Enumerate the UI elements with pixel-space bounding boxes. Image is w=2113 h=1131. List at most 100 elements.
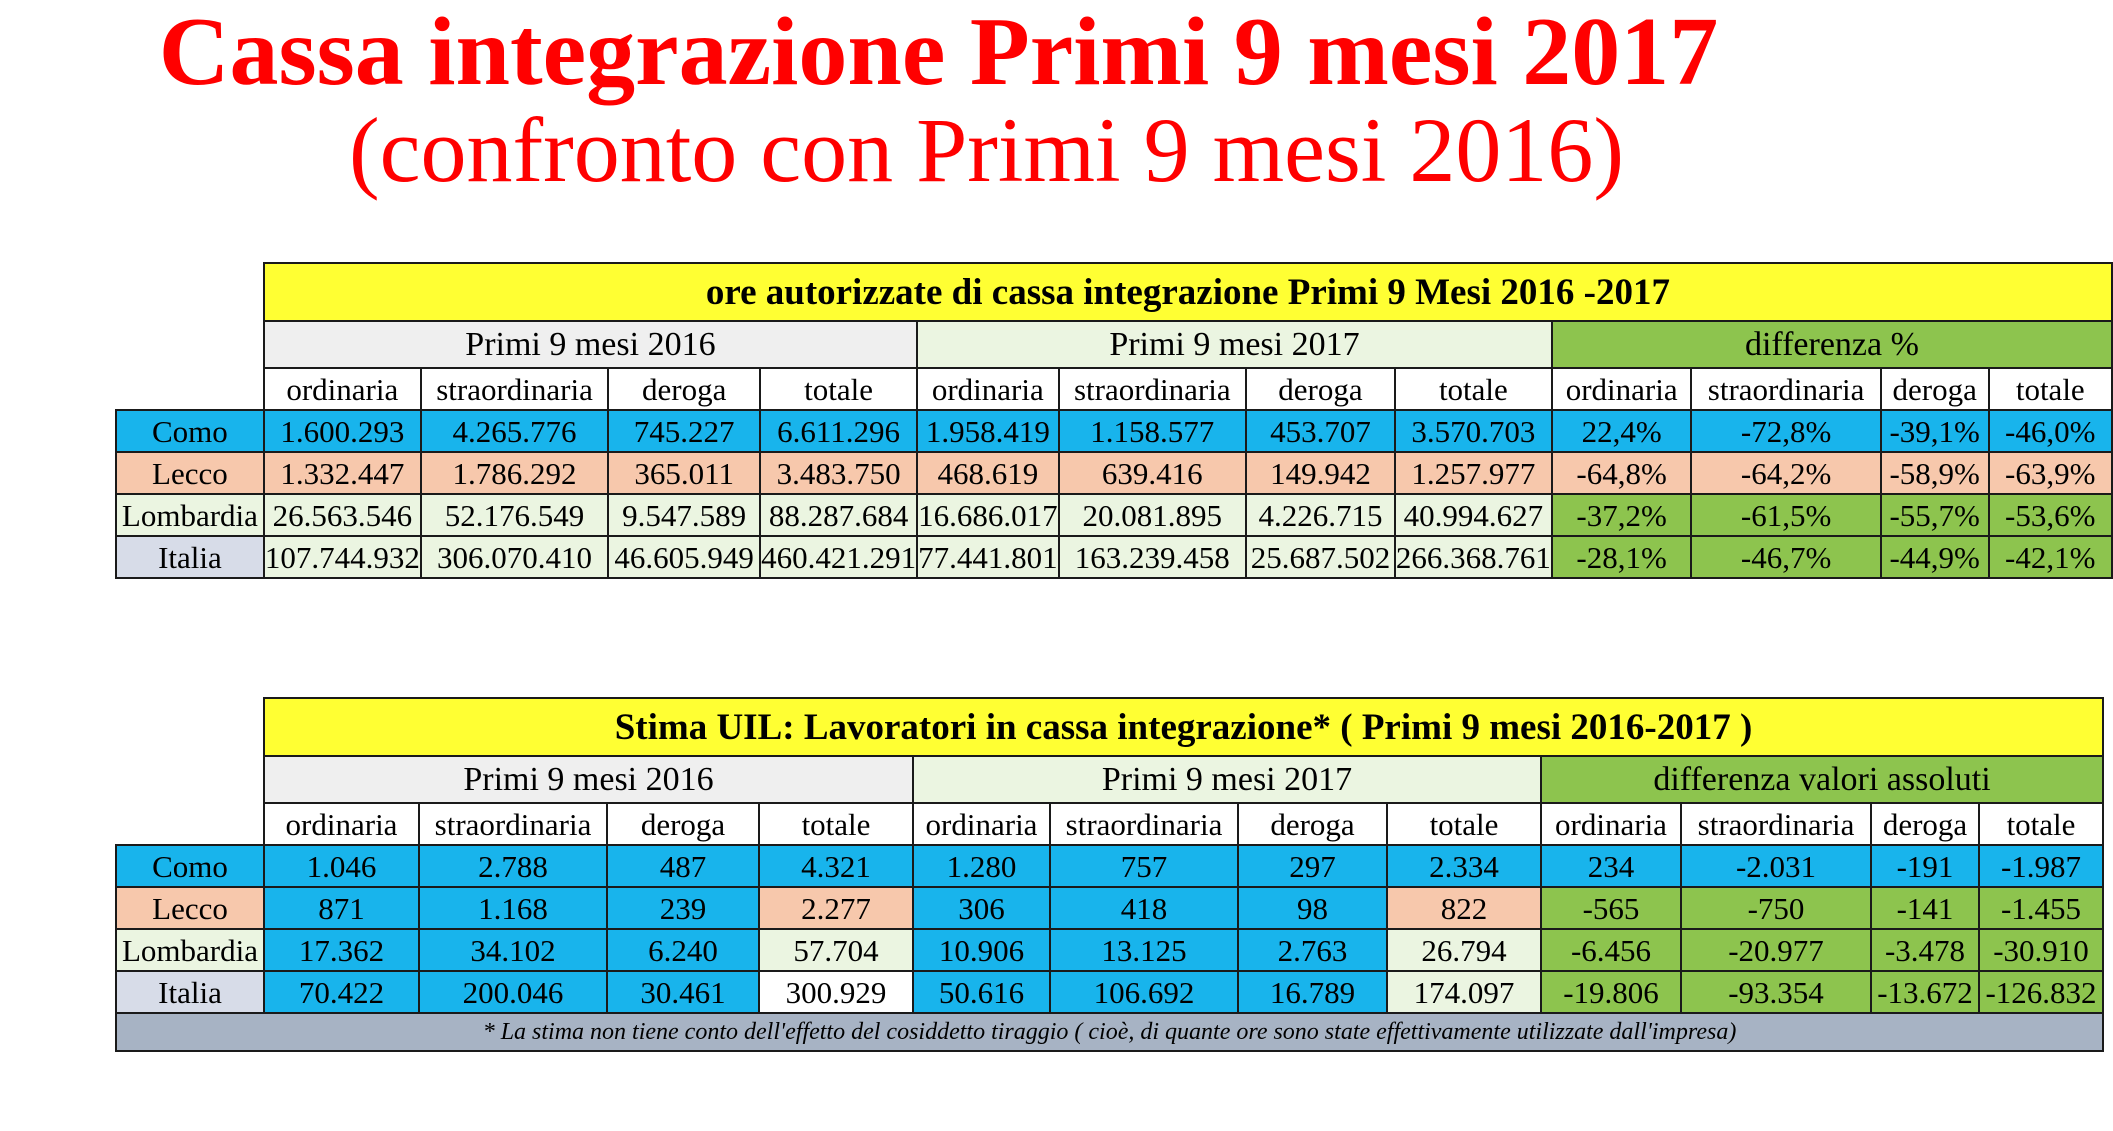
column-header: deroga xyxy=(607,367,762,411)
footnote: * La stima non tiene conto dell'effetto … xyxy=(115,1012,2104,1052)
column-header: deroga xyxy=(1870,802,1980,846)
group-header-diff: differenza valori assoluti xyxy=(1540,755,2104,804)
table-cell: -20.977 xyxy=(1680,928,1872,972)
table-cell: -39,1% xyxy=(1879,409,1990,453)
page-subtitle: (confronto con Primi 9 mesi 2016) xyxy=(348,99,1625,201)
table-cell: 300.929 xyxy=(758,970,914,1014)
table-title: Stima UIL: Lavoratori in cassa integrazi… xyxy=(263,697,2104,757)
table-cell: 3.570.703 xyxy=(1393,409,1553,453)
table-cell: 1.958.419 xyxy=(916,409,1060,453)
column-header: totale xyxy=(1987,367,2113,411)
table-cell: 2.334 xyxy=(1386,844,1542,888)
table-cell: 16.789 xyxy=(1237,970,1388,1014)
row-label: Italia xyxy=(115,970,265,1014)
column-header: totale xyxy=(759,367,919,411)
table-row: Lombardia 17.362 34.102 6.240 57.704 10.… xyxy=(115,928,2104,972)
table-cell: 57.704 xyxy=(758,928,914,972)
table-cell: 16.686.017 xyxy=(916,493,1060,537)
table-row: Lombardia 26.563.546 52.176.549 9.547.58… xyxy=(115,493,2113,537)
table-cell: 234 xyxy=(1540,844,1682,888)
table-cell: 418 xyxy=(1049,886,1239,930)
table-cell: 3.483.750 xyxy=(759,451,919,495)
table-cell: 1.786.292 xyxy=(419,451,610,495)
table-cell: -28,1% xyxy=(1550,535,1693,579)
table-cell: -2.031 xyxy=(1680,844,1872,888)
table-cell: 1.332.447 xyxy=(262,451,422,495)
corner-blank xyxy=(116,263,264,321)
column-header: totale xyxy=(758,802,914,846)
table-title: ore autorizzate di cassa integrazione Pr… xyxy=(262,262,2113,322)
table-cell: 1.158.577 xyxy=(1057,409,1248,453)
table-cell: 6.611.296 xyxy=(759,409,919,453)
table-cell: 26.794 xyxy=(1386,928,1542,972)
table-cell: -93.354 xyxy=(1680,970,1872,1014)
table-cell: 34.102 xyxy=(418,928,608,972)
table-cell: -1.987 xyxy=(1978,844,2104,888)
row-label: Lecco xyxy=(115,886,265,930)
table-cell: 757 xyxy=(1049,844,1239,888)
table-cell: 365.011 xyxy=(607,451,762,495)
column-header: totale xyxy=(1386,802,1542,846)
table-cell: -58,9% xyxy=(1879,451,1990,495)
row-label: Lecco xyxy=(115,451,265,495)
table-cell: -63,9% xyxy=(1987,451,2113,495)
table-cell: -13.672 xyxy=(1870,970,1980,1014)
table-cell: 70.422 xyxy=(263,970,420,1014)
table-cell: 2.763 xyxy=(1237,928,1388,972)
table-cell: 174.097 xyxy=(1386,970,1542,1014)
table-cell: -72,8% xyxy=(1690,409,1882,453)
table-row: Italia 70.422 200.046 30.461 300.929 50.… xyxy=(115,970,2104,1014)
row-label: Como xyxy=(115,409,265,453)
table-cell: 297 xyxy=(1237,844,1388,888)
column-header: straordinaria xyxy=(1690,367,1882,411)
table-cell: -6.456 xyxy=(1540,928,1682,972)
table-cell: 453.707 xyxy=(1245,409,1396,453)
table-row: Lecco 1.332.447 1.786.292 365.011 3.483.… xyxy=(115,451,2113,495)
column-header: straordinaria xyxy=(1049,802,1239,846)
table-cell: 745.227 xyxy=(607,409,762,453)
table-cell: 88.287.684 xyxy=(759,493,919,537)
table-cell: 639.416 xyxy=(1057,451,1248,495)
table-cell: 239 xyxy=(606,886,760,930)
table-cell: -126.832 xyxy=(1978,970,2104,1014)
column-header: totale xyxy=(1978,802,2104,846)
table-cell: -3.478 xyxy=(1870,928,1980,972)
table-cell: 2.277 xyxy=(758,886,914,930)
table-cell: -750 xyxy=(1680,886,1872,930)
table-row: Lecco 871 1.168 239 2.277 306 418 98 822… xyxy=(115,886,2104,930)
table-cell: 871 xyxy=(263,886,420,930)
table-cell: 9.547.589 xyxy=(607,493,762,537)
row-label: Italia xyxy=(115,535,265,579)
table-cell: -46,0% xyxy=(1987,409,2113,453)
group-header-diff: differenza % xyxy=(1550,320,2113,369)
row-label: Lombardia xyxy=(115,928,265,972)
table-cell: 4.321 xyxy=(758,844,914,888)
table-cell: -53,6% xyxy=(1987,493,2113,537)
table-cell: 1.046 xyxy=(263,844,420,888)
table-cell: 6.240 xyxy=(606,928,760,972)
table-cell: 10.906 xyxy=(912,928,1051,972)
table-cell: 25.687.502 xyxy=(1245,535,1396,579)
table-row: Como 1.046 2.788 487 4.321 1.280 757 297… xyxy=(115,844,2104,888)
table-cell: -42,1% xyxy=(1987,535,2113,579)
table-cell: -46,7% xyxy=(1690,535,1882,579)
column-header: totale xyxy=(1393,367,1553,411)
column-header: deroga xyxy=(1879,367,1990,411)
table-cell: -64,2% xyxy=(1690,451,1882,495)
table-cell: -44,9% xyxy=(1879,535,1990,579)
column-header: straordinaria xyxy=(419,367,610,411)
table-row: Como 1.600.293 4.265.776 745.227 6.611.2… xyxy=(115,409,2113,453)
row-label: Lombardia xyxy=(115,493,265,537)
table-cell: -64,8% xyxy=(1550,451,1693,495)
column-header: straordinaria xyxy=(1057,367,1248,411)
table-cell: 40.994.627 xyxy=(1393,493,1553,537)
group-header-2016: Primi 9 mesi 2016 xyxy=(262,320,919,369)
table-cell: -30.910 xyxy=(1978,928,2104,972)
table-cell: 77.441.801 xyxy=(916,535,1060,579)
group-header-2016: Primi 9 mesi 2016 xyxy=(263,755,914,804)
table-cell: 50.616 xyxy=(912,970,1051,1014)
column-header: ordinaria xyxy=(916,367,1060,411)
column-header: ordinaria xyxy=(1540,802,1682,846)
table-cell: -19.806 xyxy=(1540,970,1682,1014)
table-cell: 822 xyxy=(1386,886,1542,930)
